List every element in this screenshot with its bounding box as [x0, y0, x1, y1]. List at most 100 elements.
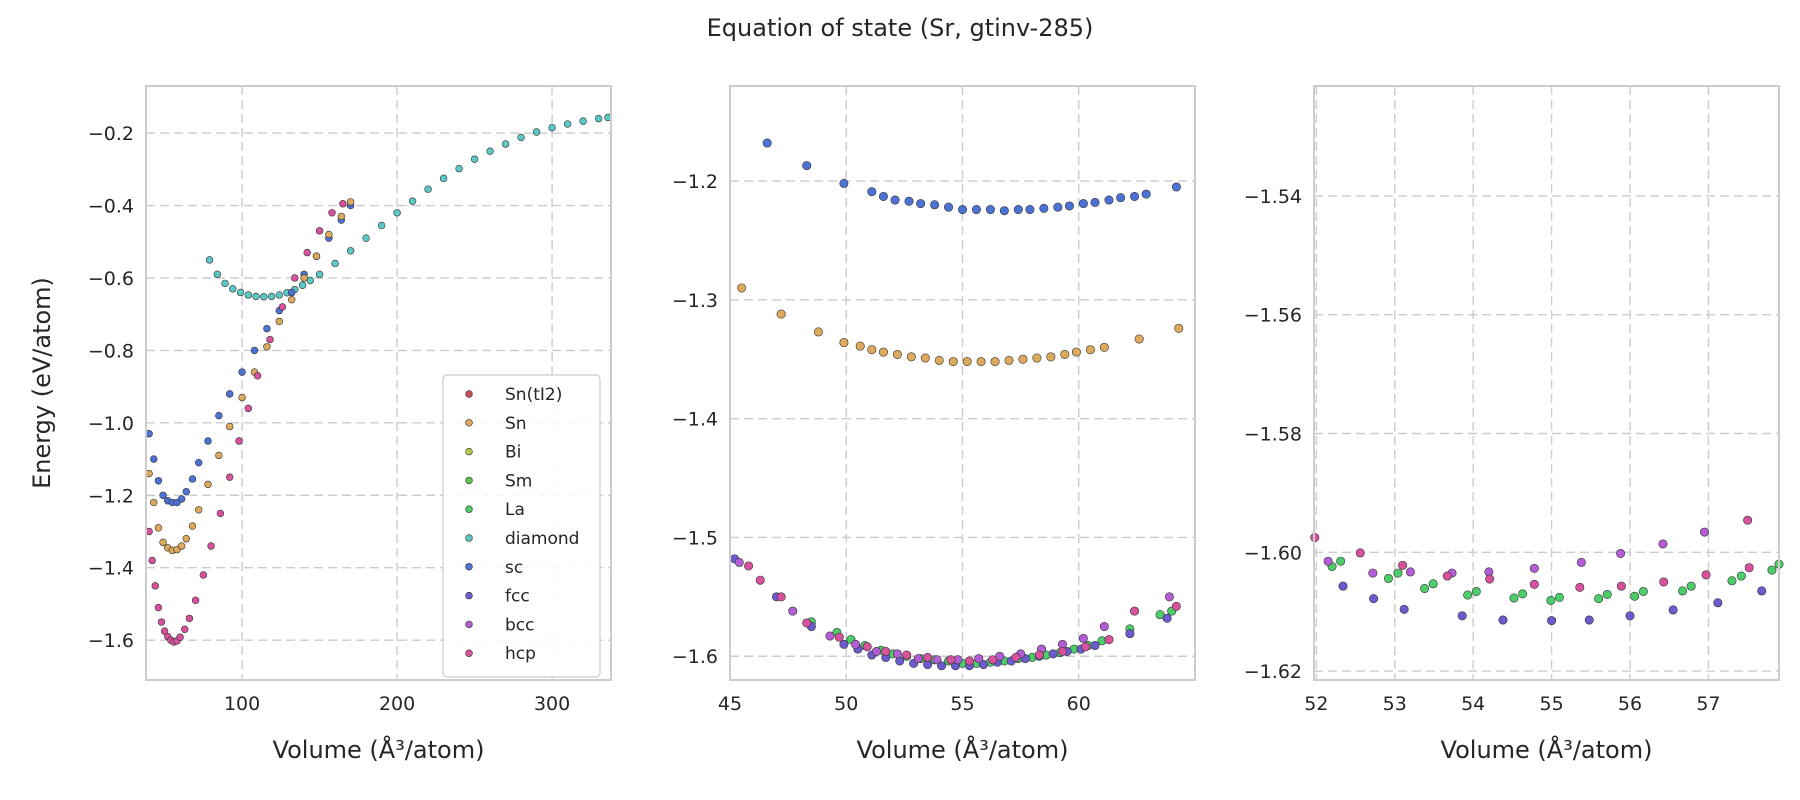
legend-box: [442, 374, 601, 678]
panel-eos-overview: 100 200 300 −1.6 −1.4 −1.2 −1.0 −0.8 −0.6 −0.4 −0…: [28, 85, 612, 764]
data-point: [594, 114, 603, 123]
series-bcc: [1323, 527, 1710, 578]
data-point: [755, 575, 765, 585]
x-tick-labels: 45 50 55 60: [718, 693, 1091, 715]
data-point: [238, 393, 246, 402]
data-point: [1743, 515, 1753, 525]
data-point: [275, 291, 283, 299]
legend-label: La: [505, 500, 525, 520]
data-point: [839, 639, 849, 649]
data-point: [734, 557, 744, 567]
data-point: [974, 654, 984, 664]
data-point: [181, 625, 189, 633]
data-point: [1399, 604, 1409, 614]
series-fcc: [1338, 581, 1767, 626]
data-point: [1141, 189, 1151, 199]
data-point: [226, 422, 234, 431]
data-point: [802, 618, 812, 628]
data-point: [890, 195, 900, 205]
data-point: [1616, 548, 1626, 558]
y-tick-label: −1.4: [672, 409, 718, 431]
data-point: [1034, 650, 1044, 660]
data-point: [985, 205, 995, 215]
data-point: [1013, 205, 1023, 215]
data-point: [1420, 584, 1430, 594]
y-tick-label: −1.6: [88, 630, 134, 652]
data-point: [855, 341, 865, 351]
data-point: [1471, 586, 1481, 596]
data-point: [1686, 581, 1696, 591]
data-point: [221, 279, 229, 288]
data-point: [920, 353, 930, 363]
grid: [146, 86, 611, 680]
x-axis-label: Volume (Å³/atom): [1441, 735, 1653, 764]
y-tick-label: −0.4: [88, 196, 134, 218]
data-point: [1323, 556, 1333, 566]
data-point: [1099, 342, 1109, 352]
data-point: [913, 654, 923, 664]
data-point: [260, 293, 268, 301]
data-point: [867, 187, 877, 197]
data-point: [439, 174, 448, 183]
data-point: [1355, 548, 1365, 558]
data-point: [328, 209, 336, 217]
legend-label: sc: [505, 558, 523, 578]
series-diamond: [205, 113, 612, 301]
data-point: [1004, 355, 1014, 365]
data-point: [1011, 652, 1021, 662]
data-point: [1767, 565, 1777, 575]
data-points: [145, 113, 612, 646]
series-sc: [145, 201, 355, 507]
data-point: [244, 404, 253, 413]
series-hcp: [1310, 515, 1754, 592]
data-point: [188, 475, 197, 483]
y-tick-label: −1.60: [1244, 542, 1302, 564]
x-tick-label: 55: [1540, 693, 1564, 715]
data-point: [944, 202, 954, 212]
data-point: [1081, 642, 1091, 652]
series-La: [1327, 556, 1784, 605]
data-point: [315, 270, 324, 279]
data-point: [1668, 605, 1678, 615]
data-point: [1576, 557, 1586, 567]
data-point: [1053, 202, 1063, 212]
data-point: [1529, 579, 1539, 589]
data-point: [236, 288, 245, 297]
data-point: [892, 649, 902, 659]
data-point: [1104, 635, 1114, 645]
series-bcc: [734, 557, 1174, 665]
data-point: [1442, 571, 1452, 581]
data-point: [971, 205, 981, 215]
data-points: [1310, 515, 1784, 626]
legend: Sn(tI2) Sn Bi Sm La diamond sc fcc bcc hcp: [442, 374, 601, 678]
data-point: [244, 291, 253, 299]
x-tick-label: 45: [718, 693, 742, 715]
data-point: [393, 209, 401, 217]
data-point: [978, 660, 988, 670]
x-axis-label: Volume (Å³/atom): [273, 735, 485, 764]
data-point: [1529, 563, 1539, 573]
y-tick-labels: −1.6 −1.4 −1.2 −1.0 −0.8 −0.6 −0.4 −0.2: [88, 123, 134, 652]
y-tick-labels: −1.62 −1.60 −1.58 −1.56 −1.54: [1244, 186, 1302, 683]
axes-frame: [729, 85, 1196, 681]
data-point: [486, 147, 494, 155]
data-point: [839, 338, 849, 348]
data-point: [315, 227, 324, 235]
x-tick-labels: 100 200 300: [224, 693, 570, 715]
data-point: [813, 327, 823, 337]
data-point: [176, 633, 184, 641]
data-point: [159, 491, 167, 499]
series-hcp: [744, 561, 1181, 666]
data-point: [916, 199, 926, 209]
data-point: [776, 592, 786, 602]
data-point: [1164, 592, 1174, 602]
data-point: [148, 556, 156, 565]
x-tick-label: 57: [1696, 693, 1720, 715]
data-point: [1554, 592, 1564, 602]
data-point: [205, 256, 214, 264]
data-point: [1046, 352, 1056, 362]
data-point: [303, 248, 311, 257]
x-tick-label: 53: [1383, 693, 1407, 715]
x-axis-label: Volume (Å³/atom): [857, 735, 1069, 764]
data-point: [1099, 622, 1109, 632]
